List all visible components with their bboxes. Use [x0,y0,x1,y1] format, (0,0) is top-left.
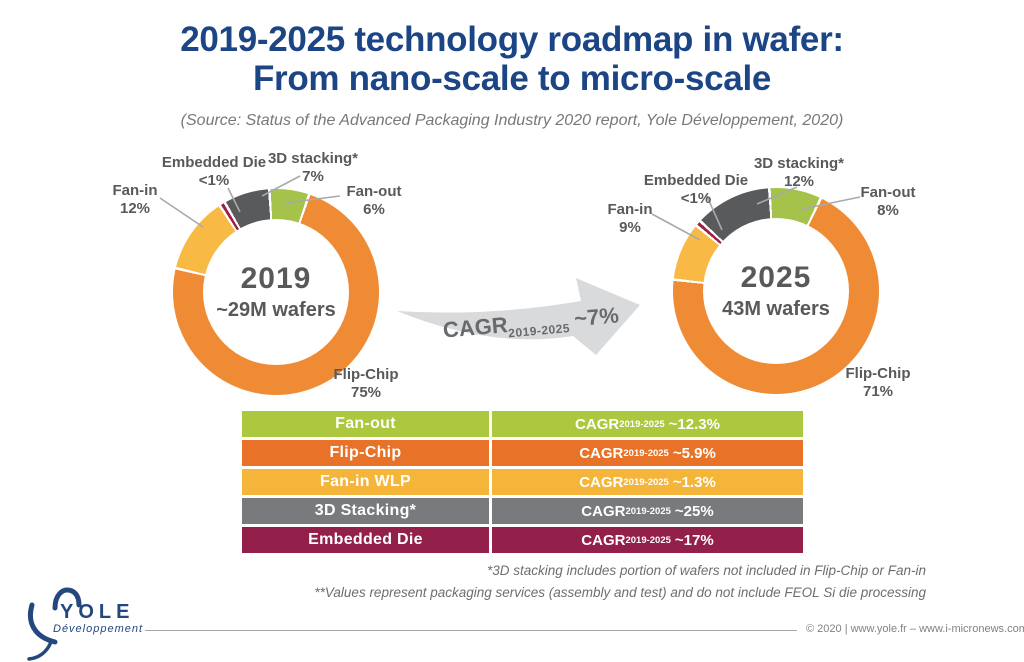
callout-pct: 75% [350,383,382,401]
callout-pct: 71% [862,382,894,400]
cagr-subscript: 2019-2025 [507,321,571,341]
title-line-1: 2019-2025 technology roadmap in wafer: [180,20,844,59]
cagr-value: ~7% [573,302,620,332]
source-note: (Source: Status of the Advanced Packagin… [180,112,844,129]
logo-y-swoosh [28,602,58,645]
donut-2019-volume: ~29M wafers [216,299,336,321]
donut-2025-year: 2025 [740,261,812,294]
table-row-value: CAGR 2019-2025 ~5.9% [579,444,716,462]
callout-2019-fan-out: Fan-out 6% [314,183,434,218]
yole-logo: YOLE Développement [20,584,200,662]
callout-label: Fan-in [112,182,158,199]
callout-label: Fan-out [860,184,916,201]
table-row-value: CAGR 2019-2025 ~17% [581,531,714,549]
table-row-label: Fan-out [242,411,492,437]
table-row-value: CAGR 2019-2025 ~1.3% [579,473,716,491]
cagr-prefix: CAGR [441,312,509,343]
donut-center-2025: 2025 43M wafers [703,218,849,364]
callout-label: Flip-Chip [845,365,911,382]
logo-title: YOLE [60,601,135,623]
callout-pct: 12% [119,199,151,217]
logo-subtitle: Développement [53,623,144,635]
callout-pct: <1% [680,189,712,207]
yole-logo-mark [27,587,82,661]
copyright-text: © 2020 | www.yole.fr – www.i-micronews.c… [806,623,1024,635]
page-title: 2019-2025 technology roadmap in wafer: F… [0,20,1024,98]
footnote-values: **Values represent packaging services (a… [314,584,926,600]
table-row-fan-in-wlp: Fan-in WLP CAGR 2019-2025 ~1.3% [242,469,803,495]
table-row-embedded-die: Embedded Die CAGR 2019-2025 ~17% [242,527,803,553]
callout-pct: 6% [363,200,385,218]
callout-2025-fan-in: Fan-in 9% [570,201,690,236]
table-row-value: CAGR 2019-2025 ~25% [581,502,714,520]
footer-divider-line [145,630,797,631]
callout-label: Embedded Die [643,172,749,189]
donut-center-2019: 2019 ~29M wafers [203,219,349,365]
callout-2019-flip-chip: Flip-Chip 75% [306,366,426,401]
callout-2025-flip-chip: Flip-Chip 71% [818,365,938,400]
table-row-label: 3D Stacking* [242,498,492,524]
cagr-table: Fan-out CAGR 2019-2025 ~12.3% Flip-Chip CA… [242,411,803,556]
table-row-fan-out: Fan-out CAGR 2019-2025 ~12.3% [242,411,803,437]
footnotes: *3D stacking includes portion of wafers … [314,560,926,603]
table-row-label: Flip-Chip [242,440,492,466]
table-row-label: Fan-in WLP [242,469,492,495]
callout-label: 3D stacking* [753,155,845,172]
donut-chart-2019: 2019 ~29M wafers [173,189,379,395]
callout-2019-fan-in: Fan-in 12% [75,182,195,217]
title-line-2: From nano-scale to micro-scale [252,59,772,99]
callout-pct: 12% [783,172,815,190]
table-row-flip-chip: Flip-Chip CAGR 2019-2025 ~5.9% [242,440,803,466]
callout-pct: 8% [877,201,899,219]
donut-2019-year: 2019 [240,262,312,295]
callout-label: Fan-out [346,183,402,200]
table-row-3d-stacking: 3D Stacking* CAGR 2019-2025 ~25% [242,498,803,524]
callout-2025-3d-stacking: 3D stacking* 12% [729,155,869,190]
callout-label: Flip-Chip [333,366,399,383]
callout-2019-embedded-die: Embedded Die <1% [144,154,284,189]
table-row-label: Embedded Die [242,527,492,553]
callout-pct: 7% [302,167,324,185]
donut-2025-volume: 43M wafers [722,298,830,320]
callout-label: 3D stacking* [267,150,359,167]
callout-2025-embedded-die: Embedded Die <1% [626,172,766,207]
cagr-annotation: CAGR2019-2025 ~7% [421,301,641,348]
logo-arch-shape [52,587,82,611]
footnote-3d-stacking: *3D stacking includes portion of wafers … [487,563,926,578]
callout-2025-fan-out: Fan-out 8% [828,184,948,219]
table-row-value: CAGR 2019-2025 ~12.3% [575,415,720,433]
callout-label: Fan-in [607,201,653,218]
callout-pct: <1% [198,171,230,189]
callout-label: Embedded Die [161,154,267,171]
callout-pct: 9% [619,218,641,236]
logo-y-tail [27,640,53,661]
callout-2019-3d-stacking: 3D stacking* 7% [243,150,383,185]
